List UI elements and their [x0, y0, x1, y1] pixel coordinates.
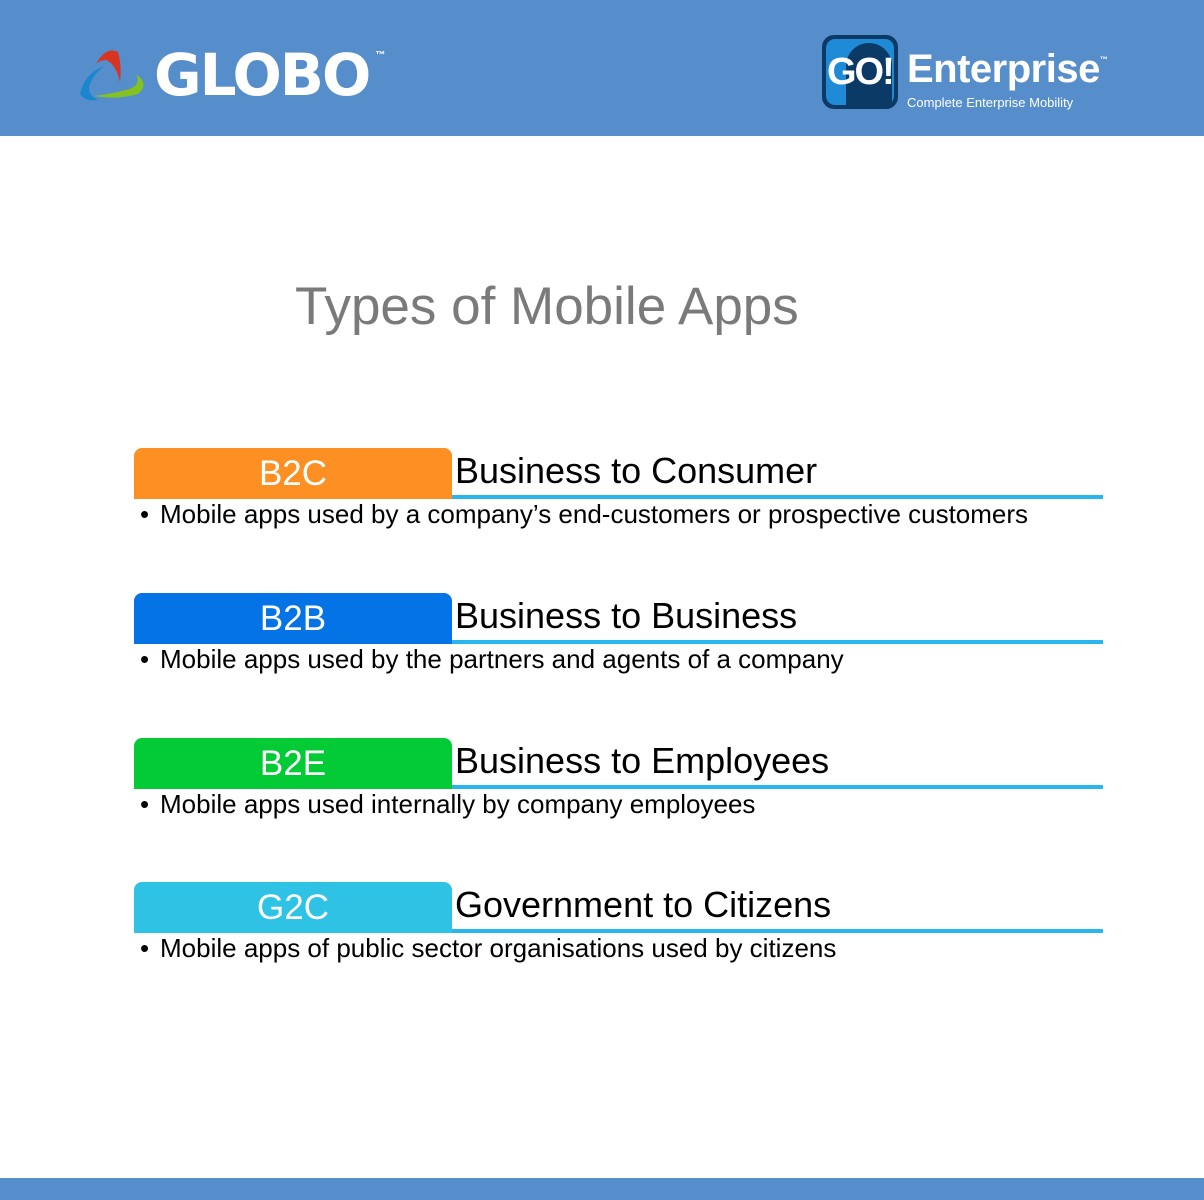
bullet-item: • Mobile apps used by a company’s end-cus… — [140, 499, 1029, 529]
go-badge-text: GO! — [827, 51, 895, 93]
tag-badge: B2E — [134, 738, 452, 789]
bullet-text: Mobile apps used by the partners and age… — [160, 644, 844, 674]
footer-bar — [0, 1178, 1204, 1200]
type-heading: Business to Employees — [455, 740, 830, 781]
go-badge-icon: GO! — [822, 35, 898, 109]
globo-logo: GLOBO ™ — [76, 41, 386, 109]
type-heading: Government to Citizens — [455, 884, 832, 925]
bullet-item: • Mobile apps of public sector organisati… — [140, 933, 837, 963]
underline-divider — [452, 495, 1103, 499]
enterprise-subtitle: Complete Enterprise Mobility — [907, 95, 1074, 110]
go-enterprise-logo: GO! Enterprise Complete Enterprise Mobil… — [822, 35, 1108, 110]
underline-divider — [452, 929, 1103, 933]
underline-divider — [452, 640, 1103, 644]
globo-swirl-icon — [80, 50, 144, 101]
tag-badge: B2C — [134, 448, 452, 499]
page-title: Types of Mobile Apps — [295, 277, 799, 336]
trademark: ™ — [375, 50, 386, 61]
globo-logo-text: GLOBO — [154, 41, 371, 109]
type-heading: Business to Consumer — [455, 450, 818, 491]
enterprise-title: Enterprise — [907, 47, 1100, 91]
bullet-text: Mobile apps used by a company’s end-cust… — [160, 499, 1029, 529]
header-banner: GLOBO ™ GO! Enterprise Complete Enterpri… — [0, 0, 1204, 136]
bullet-item: • Mobile apps used internally by company … — [140, 789, 756, 819]
trademark: ™ — [1099, 55, 1108, 64]
bullet-item: • Mobile apps used by the partners and ag… — [140, 644, 844, 674]
underline-divider — [452, 785, 1103, 789]
bullet-text: Mobile apps of public sector organisatio… — [160, 933, 837, 963]
type-heading: Business to Business — [455, 595, 798, 636]
tag-badge: B2B — [134, 593, 452, 644]
bullet-text: Mobile apps used internally by company e… — [160, 789, 756, 819]
tag-badge: G2C — [134, 882, 452, 933]
